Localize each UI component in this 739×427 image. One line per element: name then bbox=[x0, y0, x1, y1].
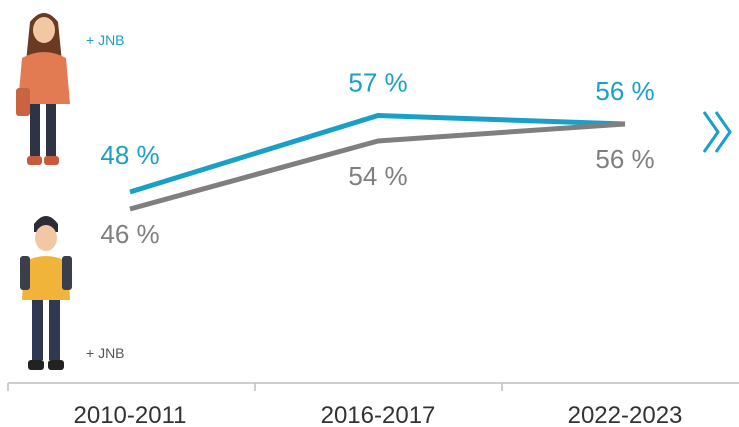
data-label-girls: 48 % bbox=[100, 140, 159, 170]
girl-series-label: + JNB bbox=[86, 32, 125, 48]
x-tick-label: 2016-2017 bbox=[321, 402, 436, 427]
boy-figure bbox=[20, 216, 72, 370]
girl-figure bbox=[16, 13, 70, 165]
series-line-girls bbox=[129, 113, 626, 195]
double-chevron-right-icon[interactable] bbox=[702, 111, 732, 153]
boy-series-label: + JNB bbox=[86, 345, 125, 361]
data-label-girls: 56 % bbox=[595, 76, 654, 106]
data-label-boys: 54 % bbox=[348, 161, 407, 191]
data-label-boys: 56 % bbox=[595, 144, 654, 174]
x-axis: 2010-2011 2016-2017 2022-2023 bbox=[7, 382, 739, 427]
series-line-boys bbox=[129, 121, 626, 212]
data-label-boys: 46 % bbox=[100, 219, 159, 249]
x-tick-label: 2022-2023 bbox=[568, 402, 683, 427]
x-tick-label: 2010-2011 bbox=[74, 402, 187, 427]
series-layer: 48 % 57 % 56 % 46 % 54 % 56 % bbox=[100, 68, 654, 250]
data-label-girls: 57 % bbox=[348, 68, 407, 98]
